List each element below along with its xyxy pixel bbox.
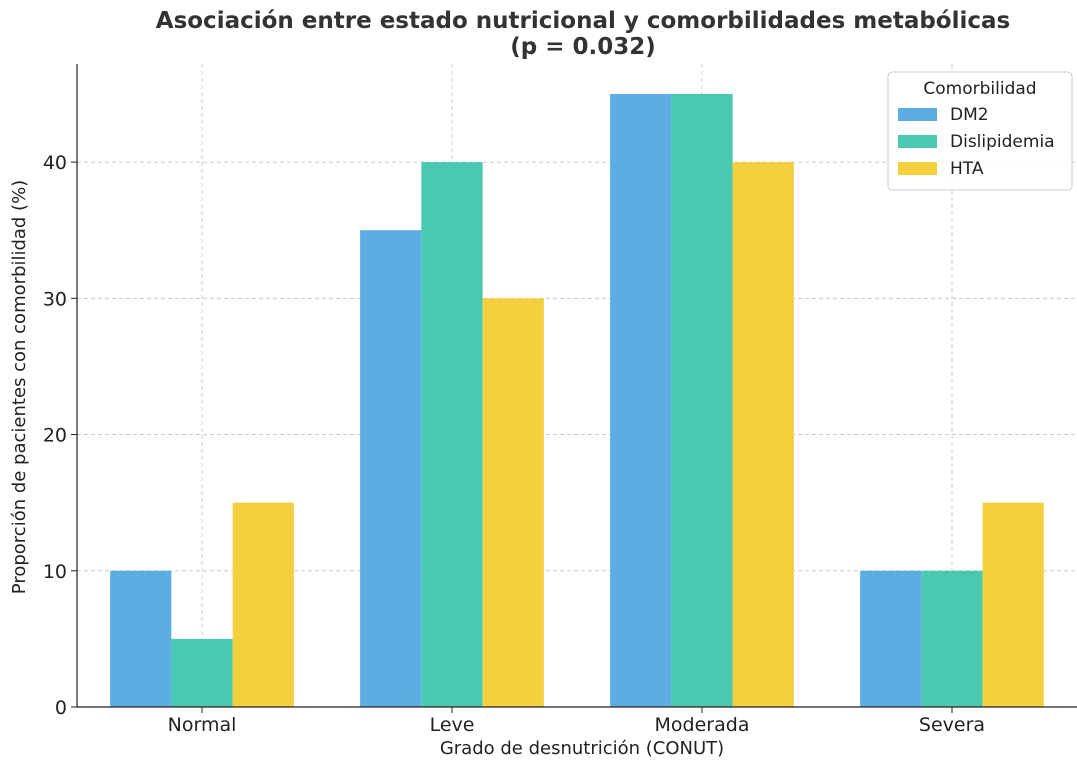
legend-box <box>887 71 1073 191</box>
bar-hta-normal <box>232 502 294 707</box>
y-tick-label: 20 <box>43 425 67 447</box>
y-tick-label: 0 <box>55 697 67 719</box>
x-tick-label: Moderada <box>655 714 750 736</box>
bar-hta-severa <box>982 502 1044 707</box>
x-tick-label: Normal <box>168 714 237 736</box>
legend-swatch-dislipidemia <box>898 135 937 148</box>
bars-group <box>110 93 1044 708</box>
legend-swatch-dm2 <box>898 108 937 121</box>
bar-dm2-severa <box>860 570 922 707</box>
legend-label-hta: HTA <box>950 159 984 179</box>
bar-dislipidemia-normal <box>171 638 233 707</box>
legend-swatch-hta <box>898 162 937 175</box>
bar-dislipidemia-moderada <box>671 93 733 707</box>
tick-labels: 0 10 20 30 40 Normal Leve Moderada Severa <box>43 152 985 736</box>
bar-dislipidemia-leve <box>421 162 483 708</box>
y-tick-label: 40 <box>43 152 67 174</box>
legend: Comorbilidad DM2 Dislipidemia HTA <box>887 71 1073 191</box>
bar-dm2-leve <box>360 230 422 707</box>
bar-dm2-moderada <box>610 93 672 707</box>
legend-title: Comorbilidad <box>923 79 1036 99</box>
x-tick-label: Leve <box>430 714 475 736</box>
y-tick-label: 30 <box>43 288 67 310</box>
y-tick-label: 10 <box>43 561 67 583</box>
bar-hta-moderada <box>732 162 794 708</box>
chart-subtitle: (p = 0.032) <box>510 34 656 60</box>
bar-dislipidemia-severa <box>921 570 983 707</box>
bar-hta-leve <box>482 298 544 707</box>
bar-dm2-normal <box>110 570 172 707</box>
axes <box>71 64 1077 713</box>
x-axis-label: Grado de desnutrición (CONUT) <box>440 738 724 759</box>
y-axis-label: Proporción de pacientes con comorbilidad… <box>9 180 30 594</box>
legend-label-dislipidemia: Dislipidemia <box>950 132 1055 152</box>
chart-title: Asociación entre estado nutricional y co… <box>156 8 1010 34</box>
x-tick-label: Severa <box>919 714 985 736</box>
legend-label-dm2: DM2 <box>950 105 989 125</box>
